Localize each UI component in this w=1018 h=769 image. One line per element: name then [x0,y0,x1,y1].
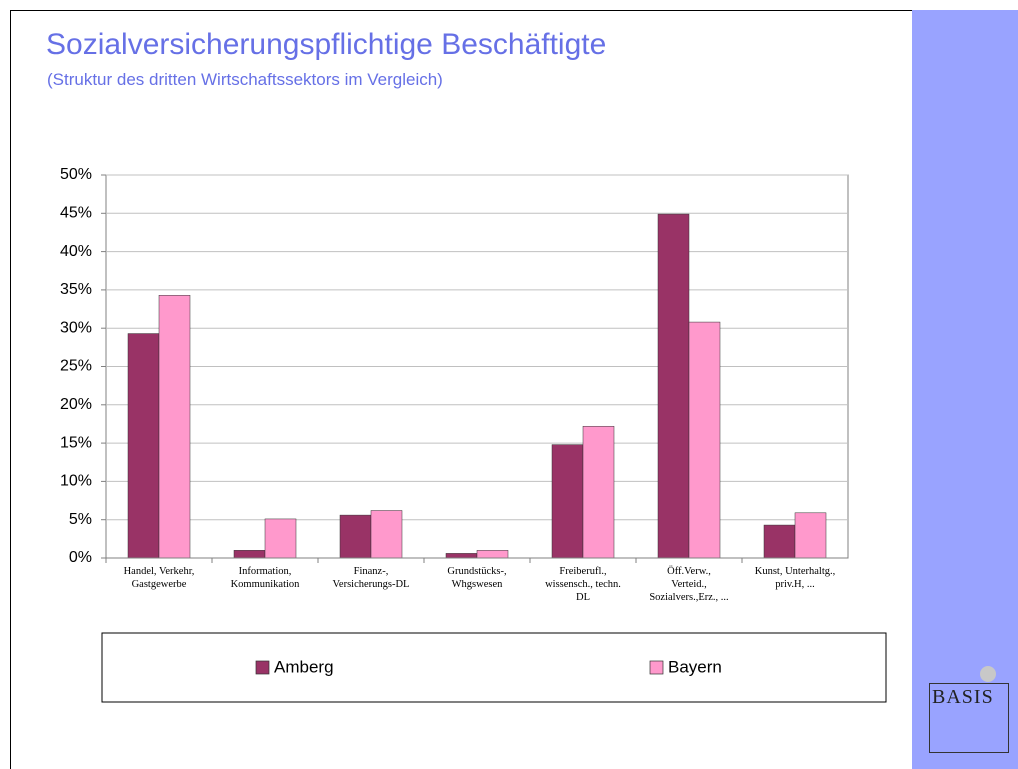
y-tick-label: 40% [60,243,92,260]
logo-dot [980,666,996,682]
logo: BASIS [929,683,1009,753]
x-tick-label: Finanz-, Versicherungs-DL [332,566,410,590]
bar [158,295,191,559]
bar [657,213,690,559]
x-tick-label: Kunst, Unterhaltg., priv.H, ... [754,566,836,590]
y-tick-label: 50% [60,166,92,183]
x-tick-label: Information, Kommunikation [230,566,300,590]
y-tick-label: 25% [60,358,92,375]
bar [794,512,827,559]
y-tick-label: 15% [60,434,92,451]
y-tick-label: 35% [60,281,92,298]
bar [763,524,796,559]
bar [339,514,372,559]
bar [476,550,509,559]
bar [370,510,403,559]
legend-label: Amberg [274,657,334,676]
legend-box [101,632,887,703]
y-tick-label: 0% [69,549,92,566]
bar [688,321,721,559]
y-tick-label: 10% [60,473,92,490]
bar [445,553,478,559]
title: Sozialversicherungspflichtige Beschäftig… [46,28,607,61]
bar [582,425,615,559]
y-tick-label: 30% [60,319,92,336]
x-tick-label: Freiberufl., wissensch., techn. DL [545,566,621,603]
bar [233,550,266,559]
bar [264,518,297,559]
y-tick-label: 20% [60,396,92,413]
x-tick-label: Grundstücks-, Whgswesen [447,566,507,590]
side-panel [912,10,1018,769]
y-tick-label: 5% [69,511,92,528]
bar [551,444,584,559]
x-tick-label: Handel, Verkehr, Gastgewerbe [123,566,195,590]
bar [127,333,160,559]
x-tick-label: Öff.Verw., Verteid., Sozialvers.,Erz., .… [649,566,729,603]
legend-swatch [255,660,270,675]
subtitle: (Struktur des dritten Wirtschaftssektors… [47,70,443,89]
legend-label: Bayern [668,657,722,676]
legend-swatch [649,660,664,675]
frame [10,10,1018,769]
y-tick-label: 45% [60,205,92,222]
